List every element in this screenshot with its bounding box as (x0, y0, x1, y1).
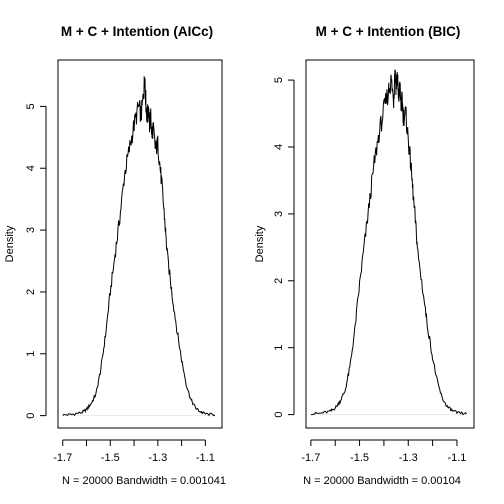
panel2-x-tick-label: -1.5 (350, 452, 369, 464)
panel2-density-line (310, 69, 468, 416)
panel1-y-tick-label: 3 (25, 227, 37, 233)
panel1-density-line (62, 76, 216, 417)
panel2-y-tick-label: 5 (273, 77, 285, 83)
panel2-y-axis-label: Density (254, 225, 266, 262)
panel2-chart-title: M + C + Intention (BIC) (316, 24, 461, 39)
panel2-x-axis-label: N = 20000 Bandwidth = 0.00104 (303, 475, 461, 487)
panel2-x-tick-label: -1.3 (399, 452, 418, 464)
panel1-x-axis-label: N = 20000 Bandwidth = 0.001041 (62, 475, 226, 487)
panel2-y-tick-label: 2 (273, 278, 285, 284)
panel1-y-tick-label: 4 (25, 165, 37, 171)
panel1-x-tick-label: -1.5 (101, 452, 120, 464)
panel1-x-tick-label: -1.7 (53, 452, 72, 464)
panel2-y-tick-label: 3 (273, 211, 285, 217)
panel2-y-tick-label: 0 (273, 412, 285, 418)
panel2-y-tick-label: 4 (273, 144, 285, 150)
panel2-plot-frame (305, 59, 475, 429)
panel2-x-tick-label: -1.1 (447, 452, 466, 464)
panel1-y-tick-label: 2 (25, 289, 37, 295)
panel2-x-tick-label: -1.7 (301, 452, 320, 464)
panel2-y-tick-label: 1 (273, 345, 285, 351)
panel1-y-tick-label: 5 (25, 103, 37, 109)
panel1-x-tick-label: -1.3 (148, 452, 167, 464)
panel1-y-axis-label: Density (4, 225, 16, 262)
panel1-y-tick-label: 1 (25, 351, 37, 357)
panel1-x-tick-label: -1.1 (196, 452, 215, 464)
panel1-chart-title: M + C + Intention (AICc) (61, 24, 213, 39)
panel1-plot-frame (57, 59, 223, 429)
panel1-y-tick-label: 0 (25, 413, 37, 419)
